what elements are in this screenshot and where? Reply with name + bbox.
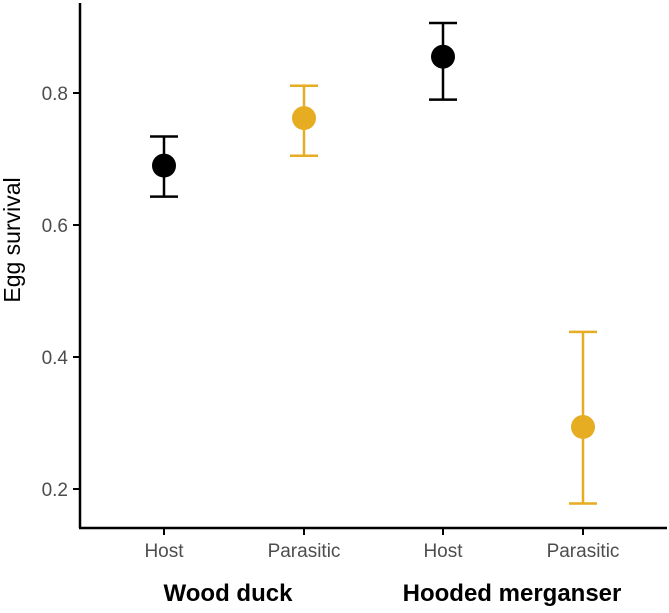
y-tick-label: 0.6 (42, 216, 68, 237)
group-label: Wood duck (164, 580, 294, 607)
x-tick-label: Host (423, 541, 463, 562)
y-tick-label: 0.8 (42, 84, 68, 105)
x-axis: Host Parasitic Host Parasitic Wood duck Hoode… (79, 526, 667, 607)
x-tick-label: Host (144, 541, 184, 562)
data-point-group (150, 135, 178, 198)
data-point-group (429, 21, 457, 101)
y-axis: 0.2 0.4 0.6 0.8 (42, 3, 82, 528)
group-label: Hooded merganser (403, 580, 622, 607)
data-point (152, 153, 176, 178)
y-tick-label: 0.4 (42, 348, 69, 369)
data-point (431, 44, 455, 69)
x-tick-label: Parasitic (268, 541, 341, 562)
data-point-group (569, 330, 597, 505)
data-point-group (290, 84, 318, 157)
chart-marks (150, 21, 597, 505)
y-tick-label: 0.2 (42, 480, 68, 501)
data-point (571, 414, 595, 439)
y-axis-title: Egg survival (0, 177, 25, 302)
x-tick-label: Parasitic (547, 541, 620, 562)
data-point (292, 106, 316, 131)
